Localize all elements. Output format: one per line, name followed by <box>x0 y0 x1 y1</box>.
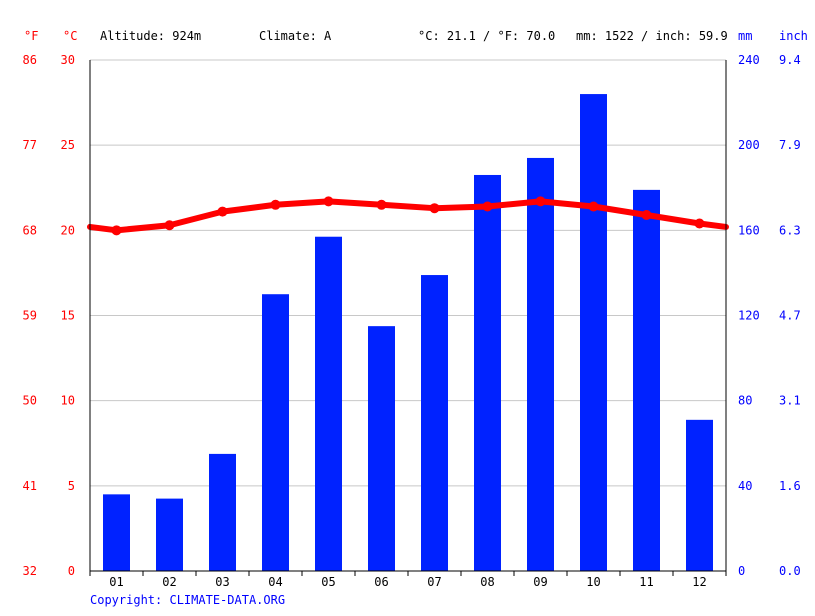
precipitation-bar <box>262 294 289 571</box>
tick-label-fahrenheit: 32 <box>23 564 37 578</box>
climate-label: Climate: A <box>259 29 332 43</box>
tick-label-mm: 240 <box>738 53 760 67</box>
altitude-label: Altitude: 924m <box>100 29 201 43</box>
temperature-point <box>694 218 705 229</box>
precipitation-bar <box>103 494 130 571</box>
month-label: 11 <box>639 575 653 589</box>
tick-label-celsius: 10 <box>61 394 75 408</box>
tick-label-celsius: 5 <box>68 479 75 493</box>
temperature-point <box>482 201 493 212</box>
precipitation-summary: mm: 1522 / inch: 59.9 <box>576 29 728 43</box>
tick-label-inch: 4.7 <box>779 309 801 323</box>
tick-label-mm: 200 <box>738 138 760 152</box>
tick-label-fahrenheit: 59 <box>23 309 37 323</box>
temperature-point <box>429 203 440 214</box>
month-label: 12 <box>692 575 706 589</box>
tick-label-fahrenheit: 68 <box>23 223 37 237</box>
month-label: 08 <box>480 575 494 589</box>
unit-inch-label: inch <box>779 29 808 43</box>
tick-label-fahrenheit: 86 <box>23 53 37 67</box>
tick-label-fahrenheit: 41 <box>23 479 37 493</box>
tick-label-mm: 120 <box>738 309 760 323</box>
precipitation-bar <box>209 453 236 571</box>
precipitation-bar <box>580 94 607 572</box>
precipitation-bars <box>103 94 713 572</box>
precipitation-bar <box>633 189 660 572</box>
tick-label-mm: 160 <box>738 223 760 237</box>
tick-label-celsius: 20 <box>61 223 75 237</box>
temperature-point <box>588 201 599 212</box>
copyright-text[interactable]: Copyright: CLIMATE-DATA.ORG <box>90 593 285 607</box>
tick-label-celsius: 0 <box>68 564 75 578</box>
month-label: 06 <box>374 575 388 589</box>
month-label: 01 <box>109 575 123 589</box>
axes <box>89 60 727 576</box>
temperature-point <box>376 199 387 210</box>
precipitation-bar <box>686 419 713 571</box>
temperature-point <box>111 225 122 236</box>
tick-label-fahrenheit: 77 <box>23 138 37 152</box>
temperature-polyline <box>87 198 729 234</box>
unit-mm-label: mm <box>738 29 752 43</box>
precipitation-bar <box>368 326 395 571</box>
precipitation-bar <box>474 174 501 571</box>
month-label: 05 <box>321 575 335 589</box>
tick-label-inch: 6.3 <box>779 223 801 237</box>
temperature-point <box>164 220 175 231</box>
month-label: 02 <box>162 575 176 589</box>
unit-fahrenheit-label: °F <box>24 29 38 43</box>
tick-labels: 32 0 0 0.0 41 5 40 1.6 50 10 80 3.1 59 15 120 4.7 68 20 16… <box>23 53 801 589</box>
precipitation-bar <box>315 236 342 572</box>
temperature-point <box>641 210 652 221</box>
temperature-point <box>535 196 546 207</box>
tick-label-celsius: 25 <box>61 138 75 152</box>
tick-label-celsius: 30 <box>61 53 75 67</box>
unit-celsius-label: °C <box>63 29 77 43</box>
tick-label-mm: 80 <box>738 394 752 408</box>
tick-label-fahrenheit: 50 <box>23 394 37 408</box>
tick-label-inch: 3.1 <box>779 394 801 408</box>
temperature-point <box>323 196 334 207</box>
precipitation-bar <box>527 157 554 572</box>
month-label: 10 <box>586 575 600 589</box>
tick-label-mm: 40 <box>738 479 752 493</box>
precipitation-bar <box>156 498 183 571</box>
month-label: 07 <box>427 575 441 589</box>
tick-label-inch: 1.6 <box>779 479 801 493</box>
month-label: 03 <box>215 575 229 589</box>
precipitation-bar <box>421 275 448 571</box>
tick-label-mm: 0 <box>738 564 745 578</box>
month-label: 09 <box>533 575 547 589</box>
temperature-line <box>87 196 729 236</box>
temperature-point <box>270 199 281 210</box>
tick-label-inch: 7.9 <box>779 138 801 152</box>
temperature-summary: °C: 21.1 / °F: 70.0 <box>418 29 555 43</box>
tick-label-inch: 9.4 <box>779 53 801 67</box>
month-label: 04 <box>268 575 282 589</box>
grid-lines <box>90 59 726 487</box>
tick-label-inch: 0.0 <box>779 564 801 578</box>
temperature-point <box>217 206 228 217</box>
tick-label-celsius: 15 <box>61 309 75 323</box>
